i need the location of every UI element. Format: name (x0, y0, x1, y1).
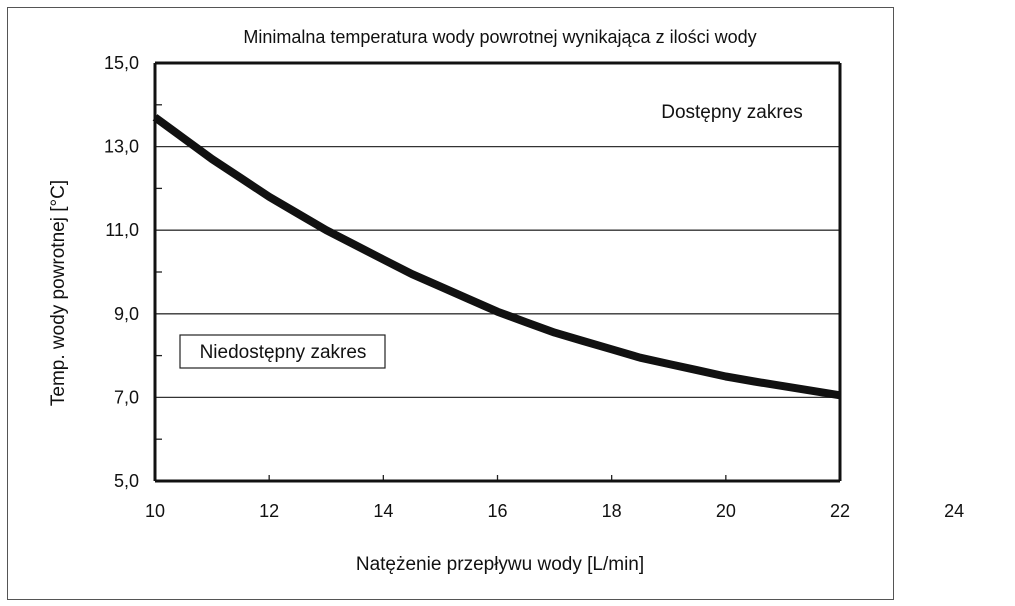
x-tick-label: 14 (373, 501, 393, 521)
chart-frame (7, 7, 894, 600)
x-tick-label: 16 (487, 501, 507, 521)
x-tick-label: 12 (259, 501, 279, 521)
x-tick-label: 18 (602, 501, 622, 521)
unavailable-range-box (179, 334, 386, 369)
x-tick-label: 20 (716, 501, 736, 521)
plot-area: 5,07,09,011,013,015,0101214161820222426 (104, 53, 964, 521)
y-tick-label: 15,0 (104, 53, 139, 73)
chart-title: Minimalna temperatura wody powrotnej wyn… (243, 27, 756, 47)
x-tick-label: 22 (830, 501, 850, 521)
y-tick-label: 11,0 (105, 220, 139, 240)
available-range-label: Dostępny zakres (661, 102, 803, 123)
y-tick-label: 9,0 (114, 304, 139, 324)
y-tick-label: 5,0 (114, 471, 139, 491)
unavailable-range-label: Niedostępny zakres (200, 342, 367, 363)
x-tick-label: 24 (944, 501, 964, 521)
series-line (152, 114, 841, 400)
y-axis-label: Temp. wody powrotnej [°C] (48, 180, 69, 406)
x-axis-label: Natężenie przepływu wody [L/min] (356, 554, 644, 575)
y-tick-label: 7,0 (114, 387, 139, 407)
y-tick-label: 13,0 (104, 137, 139, 157)
x-tick-label: 10 (145, 501, 165, 521)
